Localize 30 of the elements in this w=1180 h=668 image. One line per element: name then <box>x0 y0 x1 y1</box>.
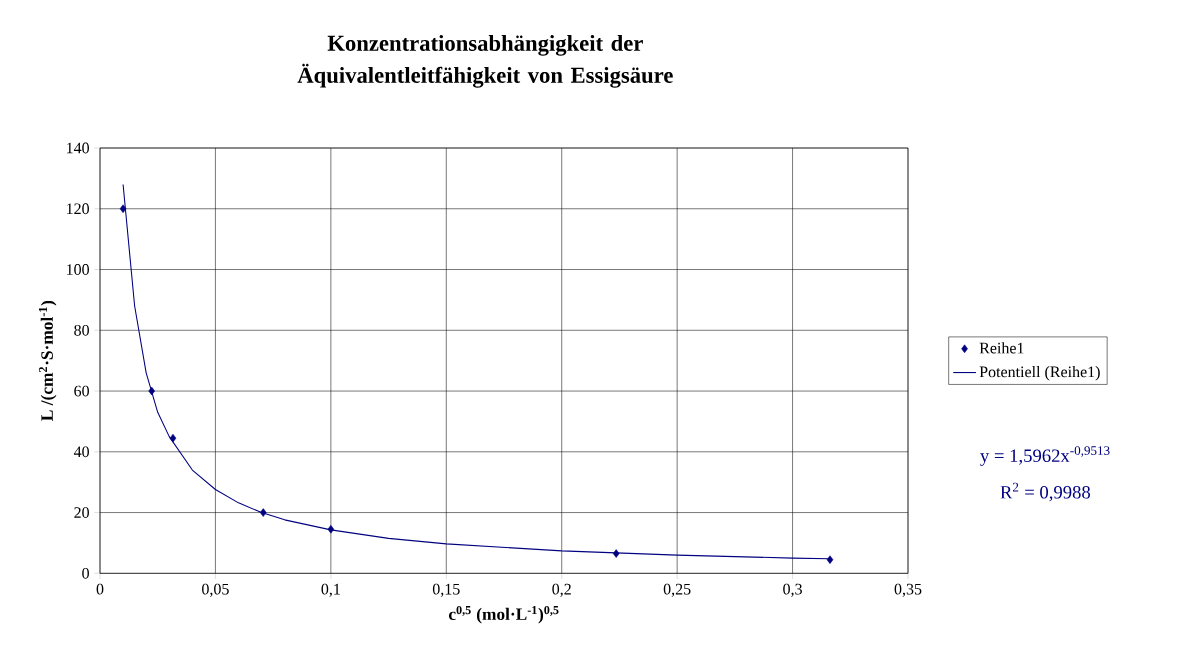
y-tick-label: 80 <box>74 324 89 336</box>
point <box>259 508 267 517</box>
y-tick-label: 20 <box>74 507 89 518</box>
y-tick-label: 100 <box>67 264 89 275</box>
y-tick-label: 0 <box>82 567 89 579</box>
text: y = 1,5962x$^{-0,9513}$ <box>980 446 1110 466</box>
point <box>169 433 177 443</box>
y-tick-label: 140 <box>67 142 89 154</box>
point <box>826 555 834 564</box>
y-tick-label: 60 <box>74 385 89 397</box>
text: R$^{2}$ = 0,9988 <box>1000 482 1091 502</box>
point <box>327 525 335 534</box>
x-tick-label: 0 <box>96 583 104 595</box>
chart-title: Konzentrationsabhängigkeit der Äquivalentleitfähigkeit von Essigsäure <box>297 34 673 88</box>
x-tick-label: 0,35 <box>894 583 922 597</box>
x-tick-label: 0,15 <box>432 583 460 597</box>
x-tick-label: 0,3 <box>783 583 802 597</box>
x-tick-label: 0,25 <box>663 583 691 597</box>
point <box>148 386 155 396</box>
x-tick-label: 0,05 <box>202 583 229 597</box>
x-axis-title: c$^{0,5}$ (mol·L$^{-1}$)$^{0,5}$ <box>448 605 559 624</box>
x-tick-label: 0,1 <box>321 583 340 597</box>
point <box>119 204 127 214</box>
legend-label: Potentiell (Reihe1) <box>979 366 1100 381</box>
legend-label: Reihe1 <box>979 342 1024 354</box>
y-tick-label: 120 <box>67 203 89 215</box>
y-axis-title: L /(cm$^{2}$·S·mol$^{-1}$) <box>38 300 57 421</box>
y-tick-label: 40 <box>73 446 89 458</box>
x-tick-label: 0,2 <box>552 583 571 597</box>
point <box>612 549 620 558</box>
